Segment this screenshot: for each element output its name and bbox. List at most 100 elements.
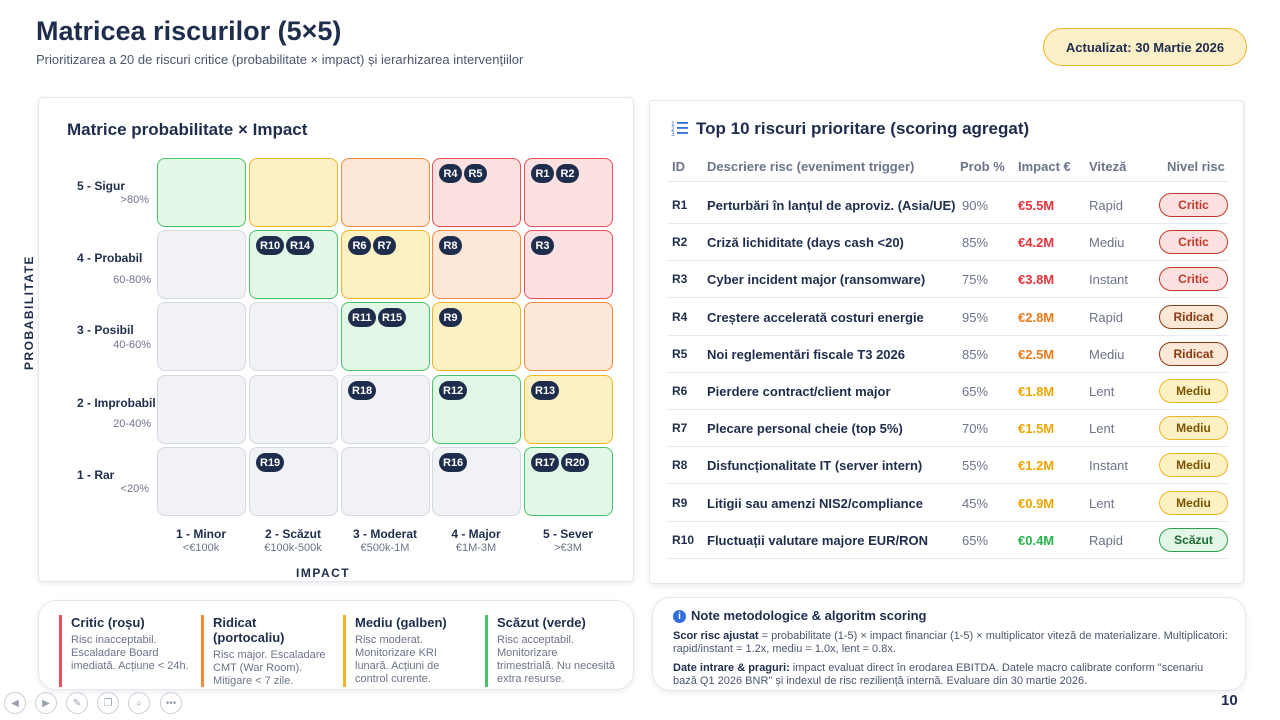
risk-speed: Rapid (1089, 309, 1123, 325)
risk-id: R3 (672, 272, 688, 287)
matrix-cell-p3-i5 (524, 302, 613, 371)
header-divider (667, 181, 1228, 182)
risk-level-badge: Scăzut (1159, 527, 1228, 552)
risk-chip[interactable]: R13 (531, 381, 560, 400)
risk-chip[interactable]: R5 (464, 164, 487, 183)
risk-level-badge: Mediu (1159, 379, 1228, 403)
risk-description: Plecare personal cheie (top 5%) (707, 421, 903, 437)
risk-description: Perturbări în lanțul de aproviz. (Asia/U… (707, 198, 956, 213)
col-sub-5: >€3M (554, 542, 582, 554)
notes-paragraph-2: Date intrare & praguri: impact evaluat d… (673, 662, 1229, 688)
table-row[interactable]: R6 Pierdere contract/client major 65% €1.8M… (667, 373, 1228, 410)
notes-p1-text: = probabilitate (1-5) × impact financiar… (673, 630, 1228, 655)
col-sub-3: €500k-1M (360, 542, 410, 554)
col-label-3: 3 - Moderat (352, 527, 417, 541)
risk-chip[interactable]: R11 (348, 308, 376, 327)
svg-text:3: 3 (671, 131, 675, 136)
table-row[interactable]: R9 Litigii sau amenzi NIS2/compliance 45% €… (667, 485, 1228, 522)
table-row[interactable]: R1 Perturbări în lanțul de aproviz. (Asia… (667, 187, 1228, 224)
risk-chip[interactable]: R18 (348, 381, 377, 400)
risk-chip[interactable]: R4 (439, 164, 462, 183)
legend-critic-title: Critic (roșu) (71, 615, 145, 630)
matrix-cell-p4-i4: R8 (432, 230, 521, 299)
table-row[interactable]: R3 Cyber incident major (ransomware) 75% €3… (667, 261, 1228, 299)
matrix-cell-p1-i2: R19 (249, 447, 338, 516)
risk-level-badge: Mediu (1159, 453, 1228, 478)
risk-chip[interactable]: R19 (256, 453, 285, 472)
risk-chip[interactable]: R2 (556, 164, 579, 183)
legend-ridicat-title: Ridicat (portocaliu) (213, 615, 285, 645)
table-row[interactable]: R10 Fluctuații valutare majore EUR/RON 65%… (667, 522, 1228, 559)
legend-scazut-desc: Risc acceptabil. Monitorizare trimestria… (497, 634, 615, 685)
zoom-icon[interactable]: ⌕ (128, 692, 150, 714)
table-row[interactable]: R5 Noi reglementări fiscale T3 2026 85% €2.… (667, 336, 1228, 373)
legend-mediu-title: Mediu (galben) (355, 615, 447, 630)
row-label-5: 5 - Sigur (77, 179, 126, 193)
risk-chip[interactable]: R7 (373, 236, 396, 255)
pen-icon[interactable]: ✎ (66, 692, 88, 714)
matrix-cell-p5-i1 (157, 158, 246, 227)
risk-impact: €3.8M (1018, 272, 1055, 288)
legend-panel: Critic (roșu) Risc inacceptabil. Escalad… (38, 600, 634, 690)
matrix-cell-p3-i2 (249, 302, 338, 371)
matrix-cell-p2-i3: R18 (341, 375, 430, 444)
risk-level-badge: Critic (1159, 267, 1228, 292)
risk-chip[interactable]: R10 (256, 236, 285, 255)
header-id: ID (672, 159, 685, 174)
risk-impact: €2.5M (1018, 346, 1055, 362)
risk-chip[interactable]: R17 (531, 453, 560, 472)
matrix-cell-p4-i5: R3 (524, 230, 613, 299)
risk-description: Disfuncționalitate IT (server intern) (707, 458, 923, 474)
risk-chip[interactable]: R12 (439, 381, 468, 400)
risk-chip[interactable]: R1 (531, 164, 554, 183)
table-row[interactable]: R4 Creștere accelerată costuri energie 95%… (667, 299, 1228, 336)
risk-description: Litigii sau amenzi NIS2/compliance (707, 495, 924, 511)
risk-chip[interactable]: R14 (286, 236, 315, 255)
x-axis-title: IMPACT (296, 566, 351, 580)
risk-speed: Lent (1089, 495, 1115, 511)
table-row[interactable]: R8 Disfuncționalitate IT (server intern) 5… (667, 447, 1228, 485)
risk-description: Cyber incident major (ransomware) (707, 272, 926, 288)
matrix-cell-p1-i5: R17 R20 (524, 447, 613, 516)
risk-probability: 75% (962, 272, 989, 288)
risk-speed: Mediu (1089, 235, 1125, 251)
matrix-cell-p3-i3: R11 R15 (341, 302, 430, 371)
matrix-cell-p4-i3: R6 R7 (341, 230, 430, 299)
risk-description: Fluctuații valutare majore EUR/RON (707, 532, 929, 548)
risk-chip[interactable]: R15 (378, 308, 407, 327)
prev-icon[interactable]: ◀ (4, 692, 26, 714)
risk-chip[interactable]: R3 (531, 236, 554, 255)
risk-chip[interactable]: R16 (439, 453, 468, 472)
risk-probability: 45% (962, 495, 989, 511)
header-speed: Viteză (1089, 159, 1127, 174)
risk-chip[interactable]: R9 (439, 308, 462, 327)
legend-ridicat-desc: Risc major. Escaladare CMT (War Room). M… (213, 649, 326, 687)
copy-icon[interactable]: ❐ (97, 692, 119, 714)
matrix-cell-p5-i4: R4 R5 (432, 158, 521, 227)
risk-impact: €5.5M (1018, 198, 1055, 213)
col-label-4: 4 - Major (451, 527, 501, 541)
legend-scazut-title: Scăzut (verde) (497, 615, 586, 630)
matrix-cell-p2-i1 (157, 375, 246, 444)
risk-probability: 90% (962, 198, 989, 213)
next-icon[interactable]: ▶ (35, 692, 57, 714)
svg-text:2: 2 (671, 126, 675, 133)
risk-probability: 70% (962, 421, 989, 437)
risk-id: R7 (672, 421, 688, 436)
risk-id: R8 (672, 458, 688, 473)
risk-speed: Mediu (1089, 346, 1125, 362)
row-label-4: 4 - Probabil (77, 251, 143, 265)
legend-mediu-desc: Risc moderat. Monitorizare KRI lunară. A… (355, 634, 440, 685)
notes-p2-text: impact evaluat direct în erodarea EBITDA… (673, 662, 1204, 687)
table-row[interactable]: R2 Criză lichiditate (days cash <20) 85% €4… (667, 224, 1228, 262)
legend-ridicat: Ridicat (portocaliu) Risc major. Escalad… (201, 615, 331, 687)
more-icon[interactable]: ••• (160, 692, 182, 714)
svg-text:1: 1 (671, 121, 675, 128)
risk-chip[interactable]: R20 (561, 453, 590, 472)
notes-panel: i Note metodologice & algoritm scoring S… (652, 597, 1246, 691)
risk-chip[interactable]: R8 (439, 236, 462, 255)
risk-impact: €1.5M (1018, 421, 1055, 437)
table-row[interactable]: R7 Plecare personal cheie (top 5%) 70% €1.5… (667, 410, 1228, 448)
risk-chip[interactable]: R6 (348, 236, 371, 255)
